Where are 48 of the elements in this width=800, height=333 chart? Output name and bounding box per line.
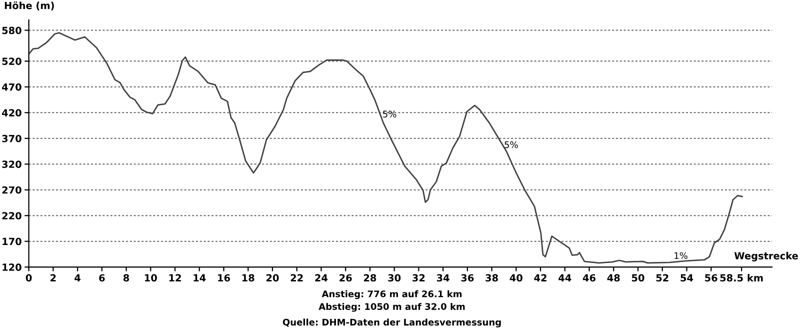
x-tick-label: 32 bbox=[412, 274, 425, 282]
y-tick-label: 370 bbox=[2, 134, 22, 142]
x-tick-label: 50 bbox=[632, 274, 644, 282]
x-tick-label: 58.5 km bbox=[720, 274, 763, 282]
x-tick-label: 44 bbox=[558, 274, 572, 282]
y-tick-label: 420 bbox=[2, 109, 22, 116]
x-tick-label: 38 bbox=[486, 274, 498, 282]
x-tick-label: 42 bbox=[534, 274, 546, 282]
y-tick-label: 270 bbox=[2, 186, 22, 194]
y-tick-label: 120 bbox=[2, 264, 22, 271]
x-tick-label: 14 bbox=[194, 274, 206, 282]
x-tick-label: 54 bbox=[680, 274, 694, 282]
x-tick-label: 10 bbox=[144, 274, 157, 282]
x-tick-label: 26 bbox=[340, 274, 352, 282]
annotation: 1% bbox=[674, 252, 688, 260]
source-note: Quelle: DHM-Daten der Landesvermessung bbox=[282, 318, 501, 328]
x-tick-label: 36 bbox=[461, 274, 474, 282]
x-tick-label: 6 bbox=[99, 274, 105, 282]
x-tick-label: 18 bbox=[242, 274, 254, 282]
y-tick-label: 320 bbox=[2, 160, 22, 168]
x-tick-label: 16 bbox=[218, 274, 230, 282]
x-tick-label: 8 bbox=[123, 274, 130, 282]
annotation: 5% bbox=[504, 141, 518, 148]
annotation: 5% bbox=[383, 110, 396, 118]
x-tick-label: 22 bbox=[290, 274, 303, 282]
y-tick-label: 520 bbox=[2, 58, 22, 65]
text: Abstieg: 1050 m auf 32.0 km bbox=[318, 302, 465, 312]
y-tick-label: 470 bbox=[2, 83, 22, 91]
x-tick-label: 24 bbox=[315, 274, 328, 282]
x-tick-label: 34 bbox=[436, 274, 450, 282]
x-tick-label: 0 bbox=[26, 274, 32, 282]
y-tick-label: 220 bbox=[2, 212, 22, 220]
x-tick-label: 40 bbox=[510, 274, 522, 282]
y-tick-label: 170 bbox=[2, 238, 22, 246]
y-axis-title: Höhe (m) bbox=[4, 2, 54, 10]
x-axis-title: Wegstrecke bbox=[734, 252, 798, 262]
x-tick-label: 30 bbox=[388, 274, 401, 282]
x-tick-label: 46 bbox=[582, 274, 596, 282]
x-tick-label: 56 bbox=[705, 274, 718, 282]
x-tick-label: 12 bbox=[169, 274, 181, 282]
x-tick-label: 52 bbox=[656, 274, 668, 282]
x-tick-label: 28 bbox=[364, 274, 376, 282]
x-tick-label: 4 bbox=[74, 274, 80, 282]
x-tick-label: 2 bbox=[50, 274, 56, 282]
x-tick-label: 20 bbox=[266, 274, 279, 282]
x-tick-label: 48 bbox=[607, 274, 620, 282]
y-tick-label: 580 bbox=[2, 26, 22, 34]
text: Anstieg: 776 m auf 26.1 km bbox=[322, 290, 462, 300]
